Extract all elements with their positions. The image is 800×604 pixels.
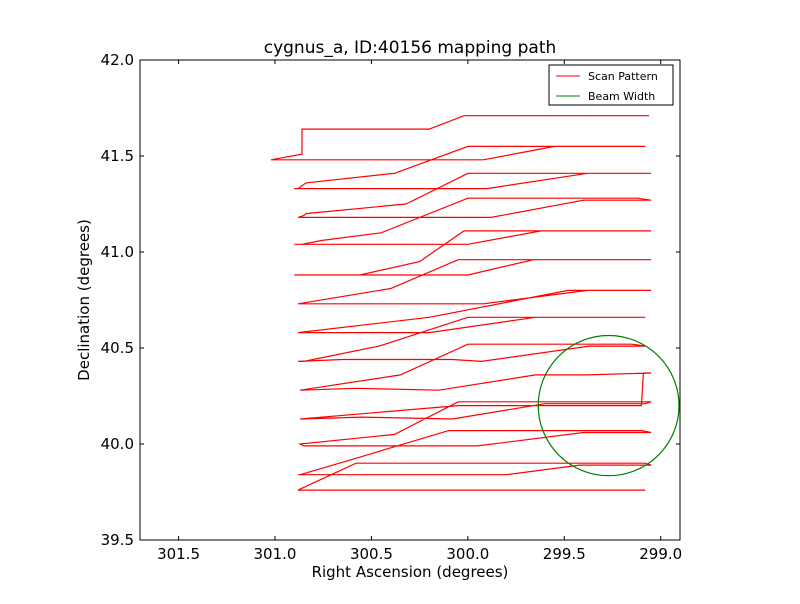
y-tick-label: 39.5 — [101, 531, 134, 549]
y-tick-label: 42.0 — [101, 51, 134, 69]
plot-frame — [139, 59, 681, 541]
x-tick-label: 299.5 — [543, 545, 586, 563]
x-tick-label: 300.5 — [350, 545, 393, 563]
legend-label-scan-pattern: Scan Pattern — [588, 70, 658, 83]
x-tick-label: 300.0 — [446, 545, 489, 563]
y-tick-label: 40.0 — [101, 435, 134, 453]
y-tick-label: 41.5 — [101, 147, 134, 165]
y-tick-label: 41.0 — [101, 243, 134, 261]
beam-width-circle — [537, 334, 680, 477]
y-axis-ticks: 39.5 40.0 40.5 41.0 41.5 42.0 — [101, 51, 680, 549]
y-tick-label: 40.5 — [101, 339, 134, 357]
y-axis-label: Declination (degrees) — [75, 219, 93, 381]
legend-label-beam-width: Beam Width — [588, 90, 655, 103]
x-axis-ticks: 301.5 301.0 300.5 300.0 299.5 299.0 — [157, 60, 682, 563]
x-axis-label: Right Ascension (degrees) — [312, 563, 509, 581]
legend-box — [548, 64, 674, 106]
scan-pattern-line — [270, 115, 652, 491]
plot-area — [270, 115, 680, 491]
x-tick-label: 299.0 — [639, 545, 682, 563]
chart-title: cygnus_a, ID:40156 mapping path — [264, 38, 557, 58]
x-tick-label: 301.0 — [254, 545, 297, 563]
legend: Scan Pattern Beam Width — [548, 64, 674, 106]
x-tick-label: 301.5 — [157, 545, 200, 563]
